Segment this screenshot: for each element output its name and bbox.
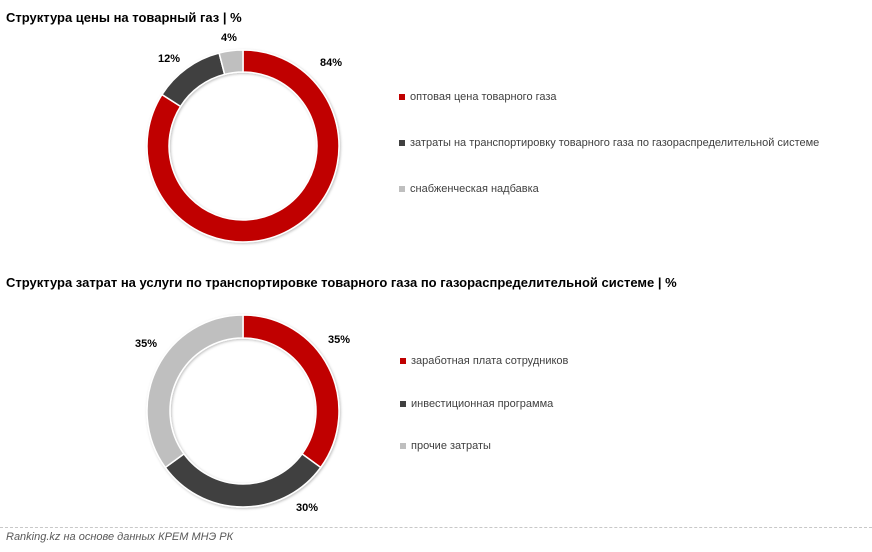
legend-label: затраты на транспортировку товарного газ… [410, 137, 820, 149]
chart-1-title: Структура цены на товарный газ | % [6, 10, 242, 25]
legend-swatch-dark-icon [399, 140, 405, 146]
chart-2-donut [146, 314, 340, 508]
footer-divider [0, 527, 872, 528]
chart-1-slice-label-1: 12% [158, 53, 181, 65]
chart-1-legend-item-0: оптовая цена товарного газа [399, 91, 557, 103]
legend-label: оптовая цена товарного газа [410, 91, 557, 103]
chart-2-slice-label-1: 30% [296, 502, 319, 514]
donut-slice [164, 452, 322, 508]
chart-1-slice-label-2: 4% [221, 32, 237, 44]
chart-2-legend-item-1: инвестиционная программа [400, 398, 553, 410]
legend-swatch-light-icon [400, 443, 406, 449]
chart-2-legend-item-0: заработная плата сотрудников [400, 355, 568, 367]
donut-slice [146, 49, 340, 243]
chart-1-legend-item-1: затраты на транспортировку товарного газ… [399, 137, 819, 149]
legend-label: заработная плата сотрудников [411, 355, 569, 367]
source-note: Ranking.kz на основе данных КРЕМ МНЭ РК [6, 531, 234, 543]
legend-swatch-dark-icon [400, 401, 406, 407]
donut-slice [146, 314, 244, 469]
chart-2-title: Структура затрат на услуги по транспорти… [6, 275, 677, 290]
chart-1-donut [146, 49, 340, 243]
legend-label: инвестиционная программа [411, 398, 554, 410]
chart-1-slice-label-0: 84% [320, 57, 343, 69]
chart-2-slice-label-0: 35% [328, 334, 351, 346]
donut-slice [218, 49, 244, 76]
chart-2-legend-item-2: прочие затраты [400, 440, 491, 452]
legend-swatch-red-icon [399, 94, 405, 100]
chart-1-legend-item-2: снабженческая надбавка [399, 183, 539, 195]
legend-label: прочие затраты [411, 440, 491, 452]
legend-label: снабженческая надбавка [410, 183, 539, 195]
donut-slice [242, 314, 340, 469]
chart-2-slice-label-2: 35% [135, 338, 158, 350]
legend-swatch-light-icon [399, 186, 405, 192]
legend-swatch-red-icon [400, 358, 406, 364]
